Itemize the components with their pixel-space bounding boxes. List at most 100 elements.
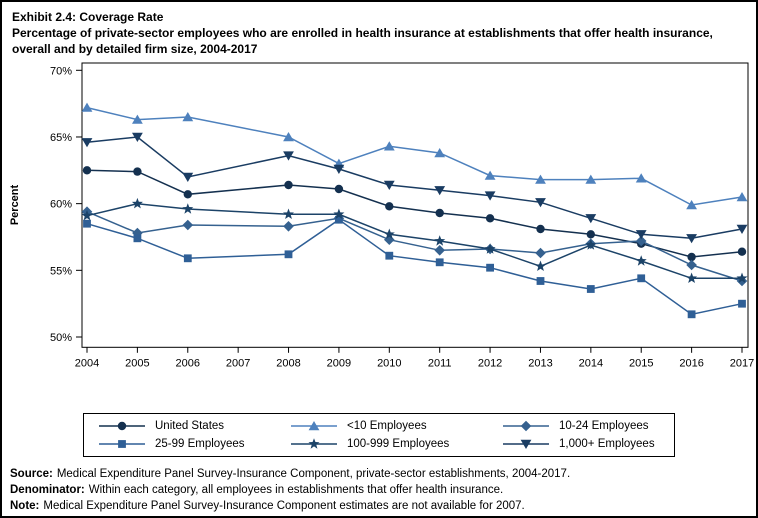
- square-marker-icon: [637, 274, 646, 283]
- series-united-states: [82, 166, 747, 262]
- legend-key: [99, 440, 145, 448]
- triangle-down-marker-icon: [283, 151, 294, 161]
- y-axis-label: Percent: [9, 184, 21, 225]
- legend-key: [503, 420, 549, 432]
- circle-marker-icon: [117, 421, 127, 431]
- x-tick-label: 2010: [377, 357, 401, 369]
- triangle-down-marker-icon: [484, 191, 496, 201]
- series-100-999-employees: [81, 197, 748, 283]
- square-marker-icon: [83, 219, 91, 228]
- x-tick-label: 2012: [478, 357, 502, 369]
- x-tick-label: 2013: [528, 357, 552, 369]
- y-tick-label: 55%: [50, 265, 72, 277]
- triangle-marker-icon: [736, 192, 748, 202]
- plot-frame: [81, 62, 749, 348]
- diamond-marker-icon: [182, 219, 194, 231]
- x-tick-label: 2009: [327, 357, 351, 369]
- footnote-denominator: Denominator: Within each category, all em…: [10, 484, 504, 496]
- x-tick-label: 2011: [428, 357, 452, 369]
- circle-marker-icon: [82, 166, 92, 175]
- star-marker-icon: [333, 208, 345, 219]
- circle-marker-icon: [133, 167, 142, 176]
- circle-marker-icon: [485, 214, 495, 223]
- triangle-marker-icon: [81, 102, 93, 112]
- circle-marker-icon: [737, 247, 747, 256]
- triangle-marker-icon: [182, 112, 194, 122]
- circle-marker-icon: [435, 208, 444, 218]
- star-marker-icon: [308, 438, 320, 449]
- x-tick-label: 2005: [125, 357, 149, 369]
- y-tick-label: 60%: [50, 199, 72, 211]
- legend-item-100-999-employees: 100-999 Employees: [290, 437, 478, 451]
- diamond-marker-icon: [635, 235, 647, 247]
- circle-marker-icon: [586, 230, 595, 239]
- footnotes: Source: Medical Expenditure Panel Survey-…: [2, 457, 756, 514]
- diamond-marker-icon: [283, 221, 294, 232]
- square-marker-icon: [536, 277, 545, 285]
- legend-item-10-24-employees: 10-24 Employees: [502, 419, 660, 433]
- legend-item-10-employees: <10 Employees: [290, 419, 478, 433]
- square-marker-icon: [118, 440, 126, 448]
- y-tick-label: 65%: [50, 132, 72, 144]
- series-10-24-employees: [81, 206, 748, 287]
- triangle-marker-icon: [283, 132, 294, 142]
- triangle-down-marker-icon: [81, 138, 93, 148]
- triangle-marker-icon: [434, 148, 446, 158]
- triangle-marker-icon: [686, 200, 697, 210]
- square-marker-icon: [183, 254, 192, 263]
- legend-key: [99, 421, 145, 431]
- triangle-down-marker-icon: [520, 439, 532, 449]
- square-marker-icon: [738, 299, 746, 308]
- triangle-down-marker-icon: [333, 164, 345, 174]
- triangle-down-marker-icon: [182, 172, 194, 182]
- square-marker-icon: [335, 215, 343, 224]
- square-marker-icon: [284, 250, 293, 259]
- star-marker-icon: [585, 239, 597, 250]
- x-tick-label: 2016: [679, 357, 703, 369]
- triangle-marker-icon: [585, 174, 597, 184]
- triangle-down-marker-icon: [535, 198, 546, 208]
- star-marker-icon: [434, 235, 446, 246]
- triangle-down-marker-icon: [686, 234, 697, 244]
- chart-legend: United States <10 Employees 10-24 Employee…: [83, 413, 675, 457]
- legend-item-25-99-employees: 25-99 Employees: [98, 437, 266, 451]
- legend-label: 10-24 Employees: [559, 420, 649, 432]
- star-marker-icon: [686, 272, 698, 283]
- square-marker-icon: [435, 258, 444, 267]
- legend-label: United States: [155, 420, 225, 432]
- star-marker-icon: [534, 260, 547, 271]
- triangle-marker-icon: [383, 141, 395, 151]
- star-marker-icon: [182, 203, 194, 214]
- square-marker-icon: [385, 251, 394, 260]
- y-tick-label: 70%: [50, 65, 72, 77]
- triangle-down-marker-icon: [132, 132, 143, 142]
- star-marker-icon: [383, 228, 395, 239]
- circle-marker-icon: [536, 224, 545, 234]
- triangle-down-marker-icon: [736, 224, 748, 234]
- square-marker-icon: [133, 234, 142, 243]
- legend-key: [291, 421, 337, 431]
- star-marker-icon: [131, 197, 143, 209]
- legend-item-1-000-employees: 1,000+ Employees: [502, 437, 660, 451]
- star-marker-icon: [282, 208, 295, 219]
- diamond-marker-icon: [686, 259, 697, 271]
- square-marker-icon: [687, 310, 696, 319]
- legend-label: 100-999 Employees: [347, 438, 450, 450]
- x-tick-label: 2008: [276, 357, 300, 369]
- x-tick-label: 2014: [579, 357, 603, 369]
- x-tick-label: 2006: [176, 357, 200, 369]
- exhibit-title: Exhibit 2.4: Coverage Rate: [12, 10, 164, 24]
- legend-key: [291, 438, 337, 449]
- star-marker-icon: [736, 272, 748, 283]
- exhibit-subtitle: Percentage of private-sector employees w…: [12, 26, 713, 56]
- y-tick-label: 50%: [50, 332, 72, 344]
- circle-marker-icon: [334, 184, 344, 194]
- x-tick-label: 2017: [730, 357, 754, 369]
- footnote-note: Note: Medical Expenditure Panel Survey-In…: [10, 500, 525, 512]
- series-line: [86, 106, 743, 206]
- legend-label: 25-99 Employees: [155, 438, 245, 450]
- star-marker-icon: [81, 209, 93, 221]
- circle-marker-icon: [183, 190, 192, 199]
- star-marker-icon: [635, 255, 647, 266]
